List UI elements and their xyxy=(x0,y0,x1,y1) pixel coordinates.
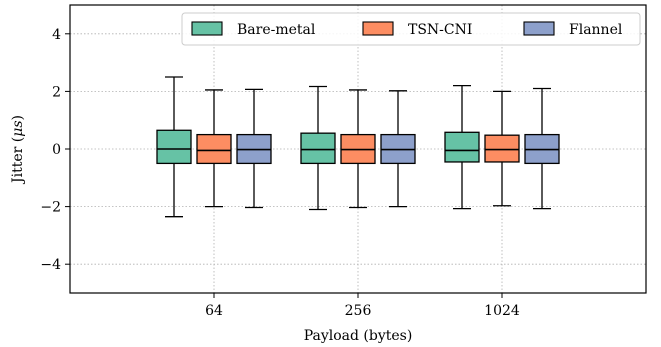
legend: Bare-metal TSN-CNI Flannel xyxy=(181,12,641,46)
legend-swatch xyxy=(191,21,223,36)
legend-label: Bare-metal xyxy=(237,22,316,38)
x-tick-label: 1024 xyxy=(484,303,520,319)
y-axis-label-main: Jitter ( xyxy=(10,137,26,185)
x-tick-label: 256 xyxy=(345,303,372,319)
iqr-box xyxy=(156,129,192,165)
y-tick-label: 4 xyxy=(52,27,61,43)
iqr-box xyxy=(300,132,336,165)
box-bare-metal-1024 xyxy=(444,84,480,210)
box-tsn-cni-256 xyxy=(340,89,376,209)
y-tick-label: −4 xyxy=(40,257,61,273)
x-axis-label: Payload (bytes) xyxy=(304,328,413,344)
y-axis-label-close: ) xyxy=(10,115,26,120)
box-flannel-1024 xyxy=(524,87,560,210)
iqr-box xyxy=(196,133,232,165)
legend-swatch xyxy=(362,21,394,36)
x-tick-label: 64 xyxy=(205,303,223,319)
box-tsn-cni-64 xyxy=(196,89,232,208)
y-tick-label: 2 xyxy=(52,84,61,100)
iqr-box xyxy=(484,134,520,163)
x-axis-ticks: 64 256 1024 xyxy=(205,293,520,319)
box-flannel-256 xyxy=(380,90,416,208)
box-flannel-64 xyxy=(236,88,272,209)
y-axis-label: Jitter (μs) xyxy=(10,115,26,185)
iqr-box xyxy=(444,131,480,163)
box-bare-metal-256 xyxy=(300,85,336,211)
y-tick-label: 0 xyxy=(52,142,61,158)
legend-label: TSN-CNI xyxy=(408,22,472,38)
y-tick-label: −2 xyxy=(40,200,61,216)
legend-frame xyxy=(181,12,641,46)
y-axis-ticks: −4 −2 0 2 4 xyxy=(40,27,70,273)
box-plots xyxy=(156,76,560,218)
y-axis-label-unit: μs xyxy=(10,120,26,136)
legend-label: Flannel xyxy=(569,22,623,38)
box-tsn-cni-1024 xyxy=(484,90,520,207)
box-bare-metal-64 xyxy=(156,76,192,218)
legend-swatch xyxy=(523,21,555,36)
